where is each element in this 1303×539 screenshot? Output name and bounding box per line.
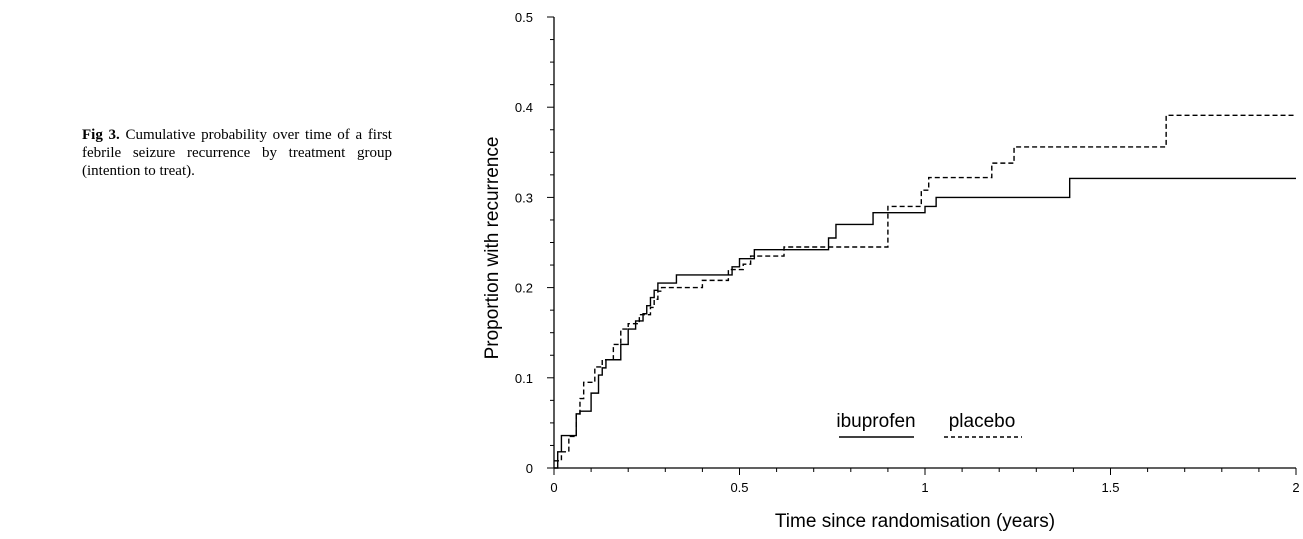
x-tick-label: 0.5: [730, 480, 748, 495]
figure-label: Fig 3.: [82, 127, 120, 143]
legend-label-placebo: placebo: [949, 411, 1016, 432]
y-tick-label: 0.4: [515, 100, 533, 115]
series-ibuprofen: [554, 177, 1296, 469]
y-tick-label: 0.2: [515, 281, 533, 296]
x-axis-label: Time since randomisation (years): [775, 511, 1055, 532]
y-tick-label: 0.1: [515, 371, 533, 386]
y-tick-label: 0.5: [515, 10, 533, 25]
x-tick-label: 1: [921, 480, 928, 495]
series-placebo: [554, 114, 1296, 462]
chart-legend: ibuprofen placebo: [836, 411, 1022, 438]
y-tick-label: 0.3: [515, 190, 533, 205]
legend-label-ibuprofen: ibuprofen: [836, 411, 915, 432]
chart-axes: 0 0.5 1 1.5 2 0 0.1 0.2 0.3 0.4 0.5: [515, 10, 1300, 495]
x-tick-label: 2: [1292, 480, 1299, 495]
chart-series: [554, 114, 1296, 469]
x-tick-label: 1.5: [1101, 480, 1119, 495]
figure-caption-text: Cumulative probability over time of a fi…: [82, 127, 392, 179]
y-axis-label: Proportion with recurrence: [482, 137, 503, 360]
y-tick-label: 0: [526, 461, 533, 476]
figure-caption: Fig 3. Cumulative probability over time …: [82, 126, 392, 180]
x-tick-label: 0: [550, 480, 557, 495]
